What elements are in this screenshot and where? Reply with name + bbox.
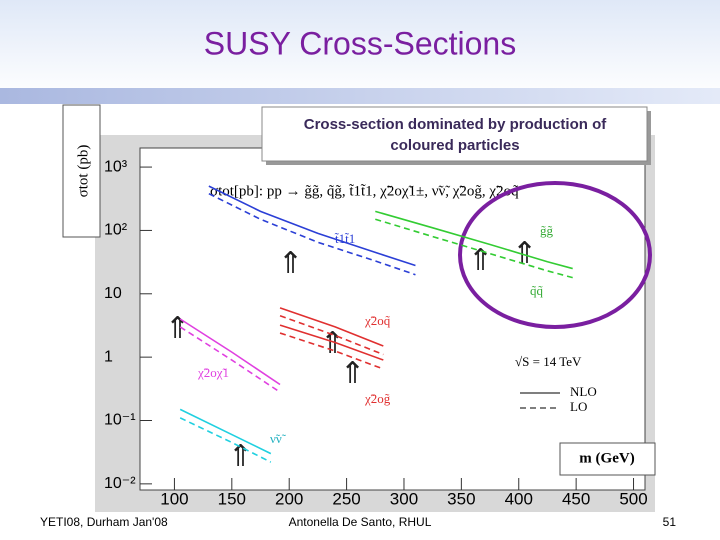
y-tick-label: 10⁻¹	[104, 412, 136, 429]
arrow: ⇑	[512, 237, 537, 270]
highlight-ellipse	[458, 181, 652, 329]
arrow: ⇑	[165, 312, 190, 345]
arrow: ⇑	[278, 247, 303, 280]
arrow: ⇑	[320, 327, 345, 360]
curve-label: g̃g̃	[540, 223, 554, 238]
x-tick-label: 300	[390, 489, 418, 508]
page-number: 51	[663, 515, 677, 529]
slide-title: SUSY Cross-Sections	[204, 25, 516, 61]
callout-box	[261, 106, 648, 162]
series-line	[179, 326, 281, 393]
x-tick-label: 450	[562, 489, 590, 508]
series-line	[179, 318, 281, 386]
y-tick-label: 10³	[104, 158, 128, 175]
y-tick-label: 10²	[104, 222, 128, 239]
y-tick-label: 1	[104, 348, 113, 365]
x-tick-label: 400	[505, 489, 533, 508]
callout-text: coloured particles	[390, 137, 519, 154]
x-axis-label: m (GeV)	[579, 450, 634, 466]
curve-label: t̃1t̃1	[335, 231, 356, 246]
curve-label: χ̃2oq̃	[364, 313, 391, 328]
x-tick-label: 200	[275, 489, 303, 508]
footer-left: YETI08, Durham Jan'08	[40, 515, 168, 529]
legend-label: NLO	[570, 384, 597, 399]
arrow: ⇑	[468, 244, 493, 277]
series-line	[279, 324, 384, 361]
curve-label: χ̃2og̃	[364, 391, 391, 406]
callout-text: Cross-section dominated by production of	[304, 116, 608, 133]
x-tick-label: 150	[218, 489, 246, 508]
y-tick-label: 10⁻²	[104, 475, 136, 492]
y-tick-label: 10	[104, 285, 122, 302]
formula: σtot[pb]: pp → g̃g̃, q̃g̃, t̃1t̃1, χ̃2oχ…	[210, 183, 519, 199]
x-label-box	[559, 442, 656, 476]
y-axis-label: σtot (pb)	[75, 145, 91, 198]
series-line	[279, 307, 384, 347]
y-label-box	[62, 104, 101, 238]
legend-title: √S = 14 TeV	[515, 354, 582, 369]
series-line	[375, 210, 573, 270]
series-line	[279, 315, 384, 356]
arrows: ⇑ ⇑ ⇑ ⇑ ⇑ ⇑ ⇑	[165, 237, 537, 473]
series-line	[208, 192, 416, 276]
series-line	[179, 408, 272, 455]
curve-label: χ̃2oχ̃1	[197, 365, 229, 380]
x-tick-label: 350	[447, 489, 475, 508]
series-line	[208, 185, 416, 267]
footer-center: Antonella De Santo, RHUL	[289, 515, 432, 529]
arrow: ⇑	[340, 357, 365, 390]
x-tick-label: 100	[160, 489, 188, 508]
series-line	[279, 332, 384, 370]
arrow: ⇑	[228, 440, 253, 473]
x-tick-label: 500	[619, 489, 647, 508]
x-tick-label: 250	[332, 489, 360, 508]
plot-area	[139, 147, 646, 491]
legend-label: LO	[570, 399, 587, 414]
curve-label: q̃q̃	[530, 283, 544, 298]
header-bar	[0, 88, 720, 104]
